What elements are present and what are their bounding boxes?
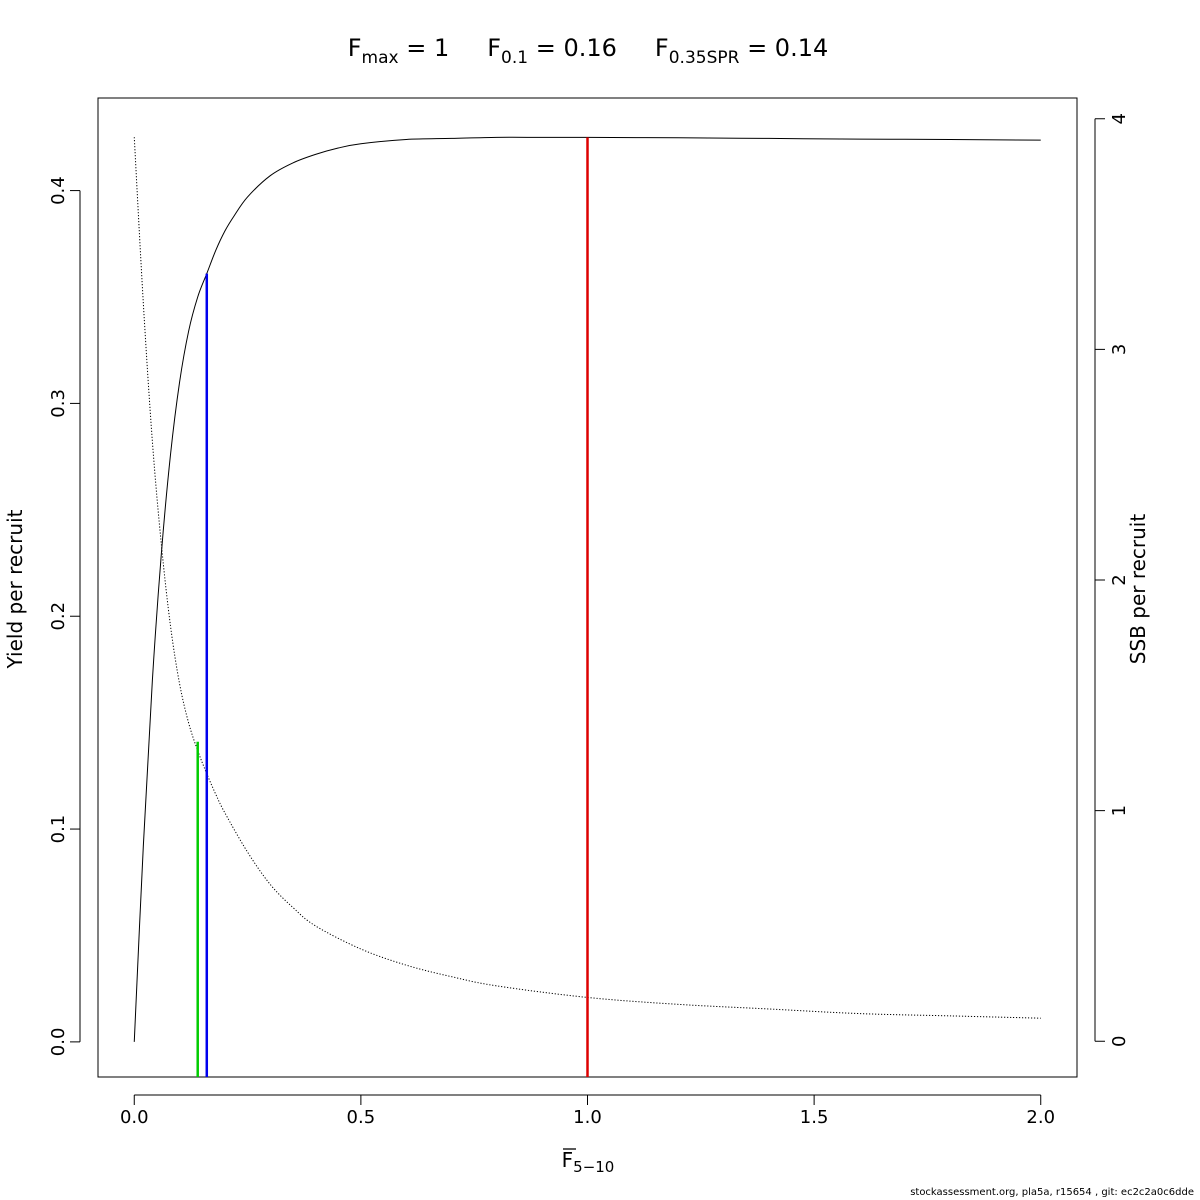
title-ref-name: F: [487, 34, 501, 62]
x-axis-label: F5−10: [562, 1148, 615, 1176]
y-right-tick-label: 4: [1109, 113, 1130, 124]
title-ref-value: = 0.14: [739, 34, 828, 62]
y-right-tick-label: 1: [1109, 805, 1130, 816]
x-label-main: F: [562, 1148, 574, 1172]
x-tick-label: 0.0: [120, 1107, 149, 1128]
yield-per-recruit-line: [133, 136, 1041, 1042]
title-ref-value: = 0.16: [528, 34, 617, 62]
y-right-tick-label: 2: [1109, 574, 1130, 585]
title-ref-name: F: [348, 34, 362, 62]
ssb-per-recruit-line: [133, 137, 1041, 1019]
y-axis-right: 0 1 2 3 4: [1094, 113, 1130, 1047]
y-left-tick-label: 0.0: [48, 1028, 69, 1057]
x-label-subscript: 5−10: [573, 1158, 614, 1176]
x-tick-label: 1.0: [573, 1107, 602, 1128]
reference-lines: [196, 137, 589, 1077]
series-group: [133, 136, 1041, 1042]
title-ref-subscript: 0.35SPR: [669, 48, 740, 68]
x-tick-label: 1.5: [800, 1107, 829, 1128]
y-left-tick-label: 0.3: [48, 389, 69, 418]
title-ref-value: = 1: [399, 34, 450, 62]
x-axis: 0.0 0.5 1.0 1.5 2.0: [120, 1094, 1055, 1128]
y-axis-left: 0.0 0.1 0.2 0.3 0.4: [48, 176, 81, 1057]
chart-title: Fmax = 1 F0.1 = 0.16 F0.35SPR = 0.14: [348, 34, 829, 68]
y-left-tick-label: 0.1: [48, 815, 69, 844]
y-left-tick-label: 0.2: [48, 602, 69, 631]
x-tick-label: 2.0: [1026, 1107, 1055, 1128]
footer-credit: stockassessment.org, pla5a, r15654 , git…: [910, 1187, 1194, 1198]
title-ref-subscript: 0.1: [501, 48, 528, 68]
y-axis-left-label: Yield per recruit: [3, 509, 27, 669]
y-right-tick-label: 3: [1109, 344, 1130, 355]
x-tick-label: 0.5: [347, 1107, 376, 1128]
y-axis-right-label: SSB per recruit: [1126, 514, 1150, 665]
y-left-tick-label: 0.4: [48, 176, 69, 205]
title-ref-name: F: [655, 34, 669, 62]
title-ref-subscript: max: [362, 48, 399, 68]
y-right-tick-label: 0: [1109, 1036, 1130, 1047]
